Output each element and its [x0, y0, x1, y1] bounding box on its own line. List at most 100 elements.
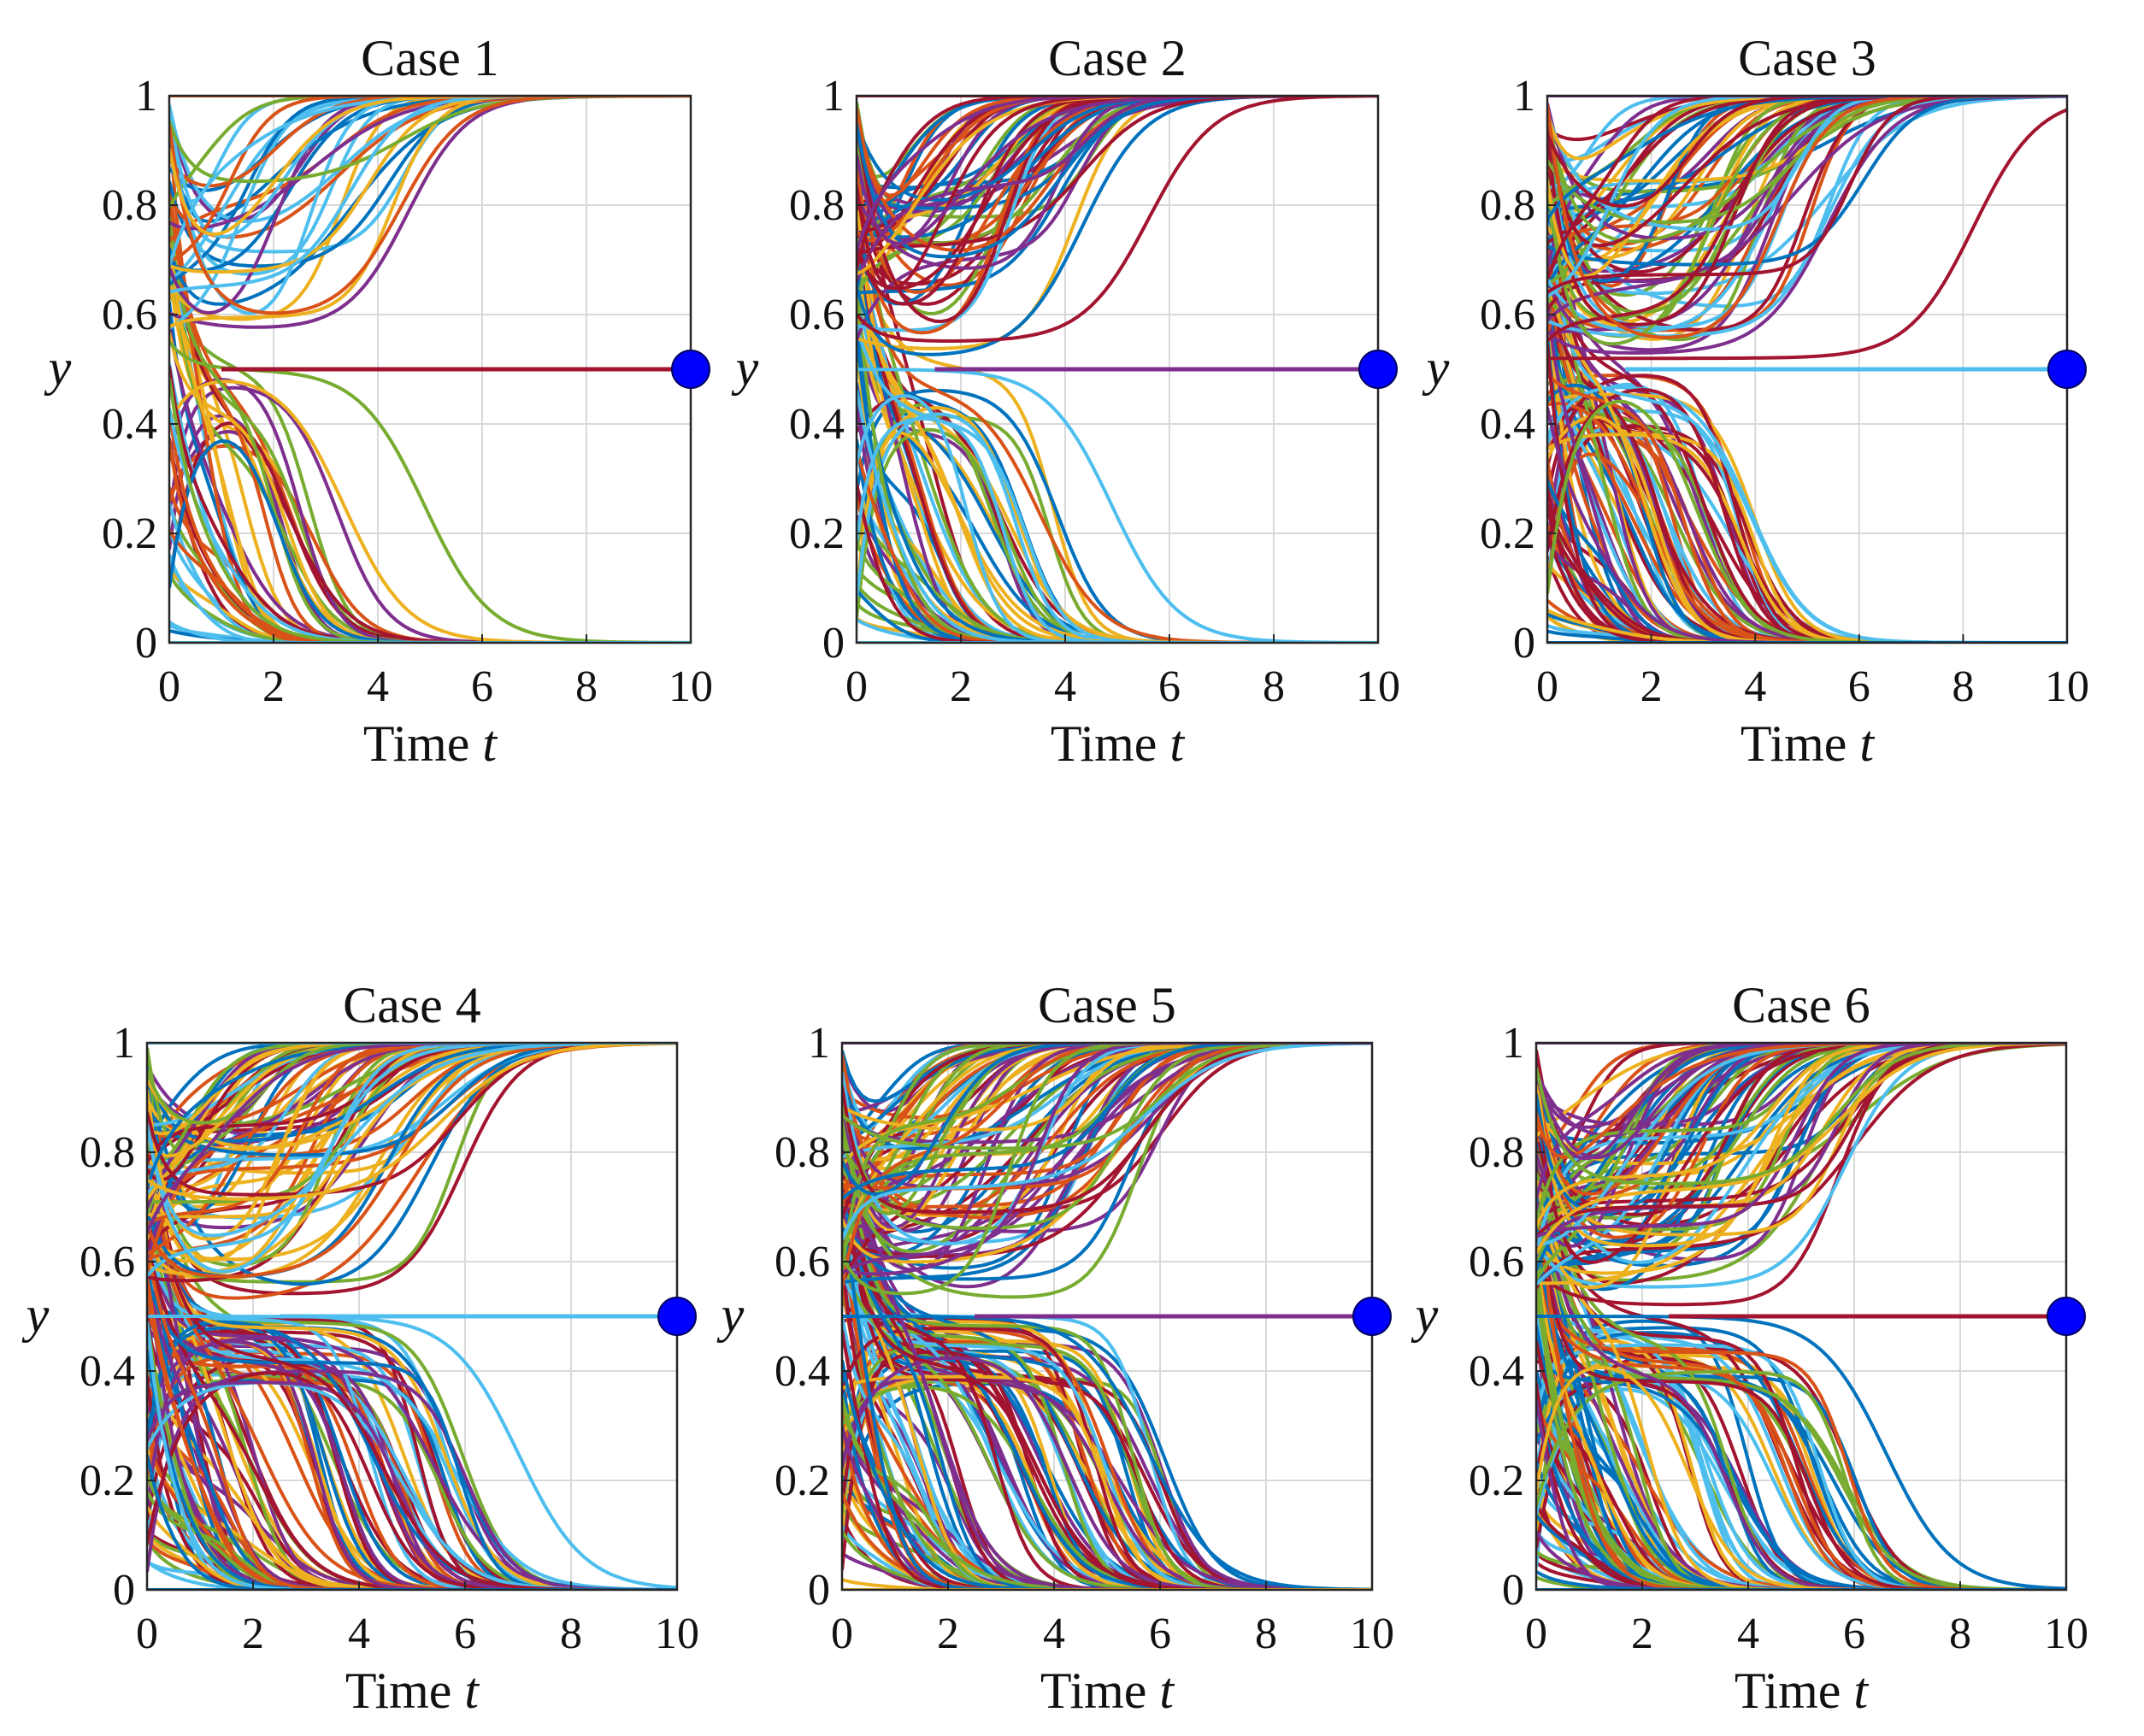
series-line	[147, 1043, 677, 1209]
y-tick-label: 0	[113, 1566, 135, 1615]
series-line	[857, 245, 1378, 643]
x-tick-label: 2	[950, 662, 972, 711]
series-line	[1547, 96, 2067, 190]
series-line	[1536, 1163, 2066, 1590]
y-tick-label: 0.6	[102, 291, 157, 339]
y-tick-label: 0.2	[80, 1456, 135, 1505]
series-line	[857, 337, 1378, 643]
x-tick-label: 10	[1350, 1609, 1394, 1658]
series-line	[842, 1374, 1372, 1590]
panel-case-3: 0 2 4 6 8 10 0 0.2 0.4 0.6 0.8 1 Case 3 Time t y	[1422, 30, 2089, 772]
y-tick-label: 0.4	[1480, 400, 1535, 449]
series-line	[1536, 1530, 2066, 1590]
x-axis-label: Time t	[1741, 715, 1876, 772]
y-tick-label: 0.2	[1480, 509, 1535, 558]
series-line	[1547, 508, 2067, 643]
equilibrium-marker	[2047, 350, 2087, 389]
x-tick-label: 0	[1525, 1609, 1547, 1658]
series-line	[857, 483, 1378, 643]
series-line	[857, 96, 1378, 207]
x-tick-label: 8	[560, 1609, 582, 1658]
y-tick-label: 0.6	[1469, 1238, 1524, 1286]
y-tick-label: 0.8	[775, 1128, 830, 1177]
series-line	[169, 96, 691, 329]
x-tick-label: 0	[831, 1609, 853, 1658]
series-line	[1547, 96, 2067, 232]
panel-title: Case 3	[1738, 30, 1876, 86]
panel-title: Case 5	[1038, 977, 1176, 1033]
series-line-notable	[857, 96, 1378, 343]
series-line-notable	[147, 1315, 677, 1590]
series-line	[1547, 392, 2067, 643]
series-line	[147, 1076, 677, 1590]
series-line	[1547, 344, 2067, 643]
y-tick-label: 0.4	[1469, 1347, 1524, 1396]
x-tick-label: 4	[1737, 1609, 1759, 1658]
series-line	[1536, 1043, 2066, 1145]
x-tick-label: 2	[937, 1609, 959, 1658]
series-line	[1536, 1503, 2066, 1590]
series-line	[147, 1491, 677, 1590]
series-line	[1536, 1365, 2066, 1590]
series-line	[842, 1167, 1372, 1590]
series-line	[147, 1043, 677, 1201]
series-line	[842, 1315, 1372, 1590]
series-line	[1547, 523, 2067, 643]
series-line	[169, 301, 691, 643]
series-line	[169, 96, 691, 203]
series-line	[1536, 1391, 2066, 1590]
series-line	[169, 188, 691, 643]
series-line	[842, 1186, 1372, 1590]
series-line-notable	[1536, 1315, 2066, 1590]
panel-case-6: 0 2 4 6 8 10 0 0.2 0.4 0.6 0.8 1 Case 6 Time t y	[1411, 977, 2088, 1719]
x-tick-label: 2	[1640, 662, 1663, 711]
series-line-notable	[842, 1315, 1372, 1590]
series-line	[857, 389, 1378, 643]
series-line	[147, 1336, 677, 1590]
series-line	[1536, 1288, 2066, 1590]
series-line	[842, 1043, 1372, 1189]
series-line	[169, 121, 691, 643]
y-tick-label: 0.6	[789, 291, 845, 339]
y-tick-label: 0.4	[102, 400, 157, 449]
y-tick-label: 0.2	[775, 1456, 830, 1505]
x-tick-label: 4	[1744, 662, 1766, 711]
series-line	[842, 1043, 1372, 1172]
series-line	[842, 1400, 1372, 1590]
series-line	[169, 568, 691, 643]
y-tick-label: 1	[822, 72, 845, 121]
series-line	[169, 96, 691, 263]
series-line	[842, 1256, 1372, 1590]
y-tick-label: 0.8	[102, 181, 157, 230]
series-line	[1536, 1319, 2066, 1590]
equilibrium-marker	[1358, 350, 1398, 389]
x-tick-label: 8	[1952, 662, 1974, 711]
y-axis-label: y	[21, 1286, 50, 1343]
x-tick-label: 8	[575, 662, 598, 711]
series-line	[842, 1043, 1372, 1296]
series-line	[1536, 1164, 2066, 1590]
y-tick-label: 0.6	[775, 1238, 830, 1286]
panel-title: Case 2	[1048, 30, 1187, 86]
y-tick-label: 0	[808, 1566, 830, 1615]
y-tick-label: 0	[822, 619, 845, 668]
y-tick-label: 0	[1502, 1566, 1524, 1615]
series-line	[857, 96, 1378, 350]
series-line	[842, 1426, 1372, 1590]
series-line	[842, 1233, 1372, 1590]
series-line	[1547, 96, 2067, 280]
x-tick-label: 0	[136, 1609, 158, 1658]
series-line	[842, 1260, 1372, 1590]
y-tick-label: 0.8	[1480, 181, 1535, 230]
series-line	[842, 1204, 1372, 1590]
panel-title: Case 6	[1732, 977, 1870, 1033]
series-line	[1547, 480, 2067, 643]
x-tick-label: 10	[669, 662, 713, 711]
y-tick-label: 0.4	[80, 1347, 135, 1396]
series-line	[1547, 433, 2067, 643]
series-line	[147, 1276, 677, 1590]
x-tick-label: 6	[1158, 662, 1181, 711]
series-line	[1536, 1096, 2066, 1590]
y-axis-label: y	[1411, 1286, 1439, 1343]
